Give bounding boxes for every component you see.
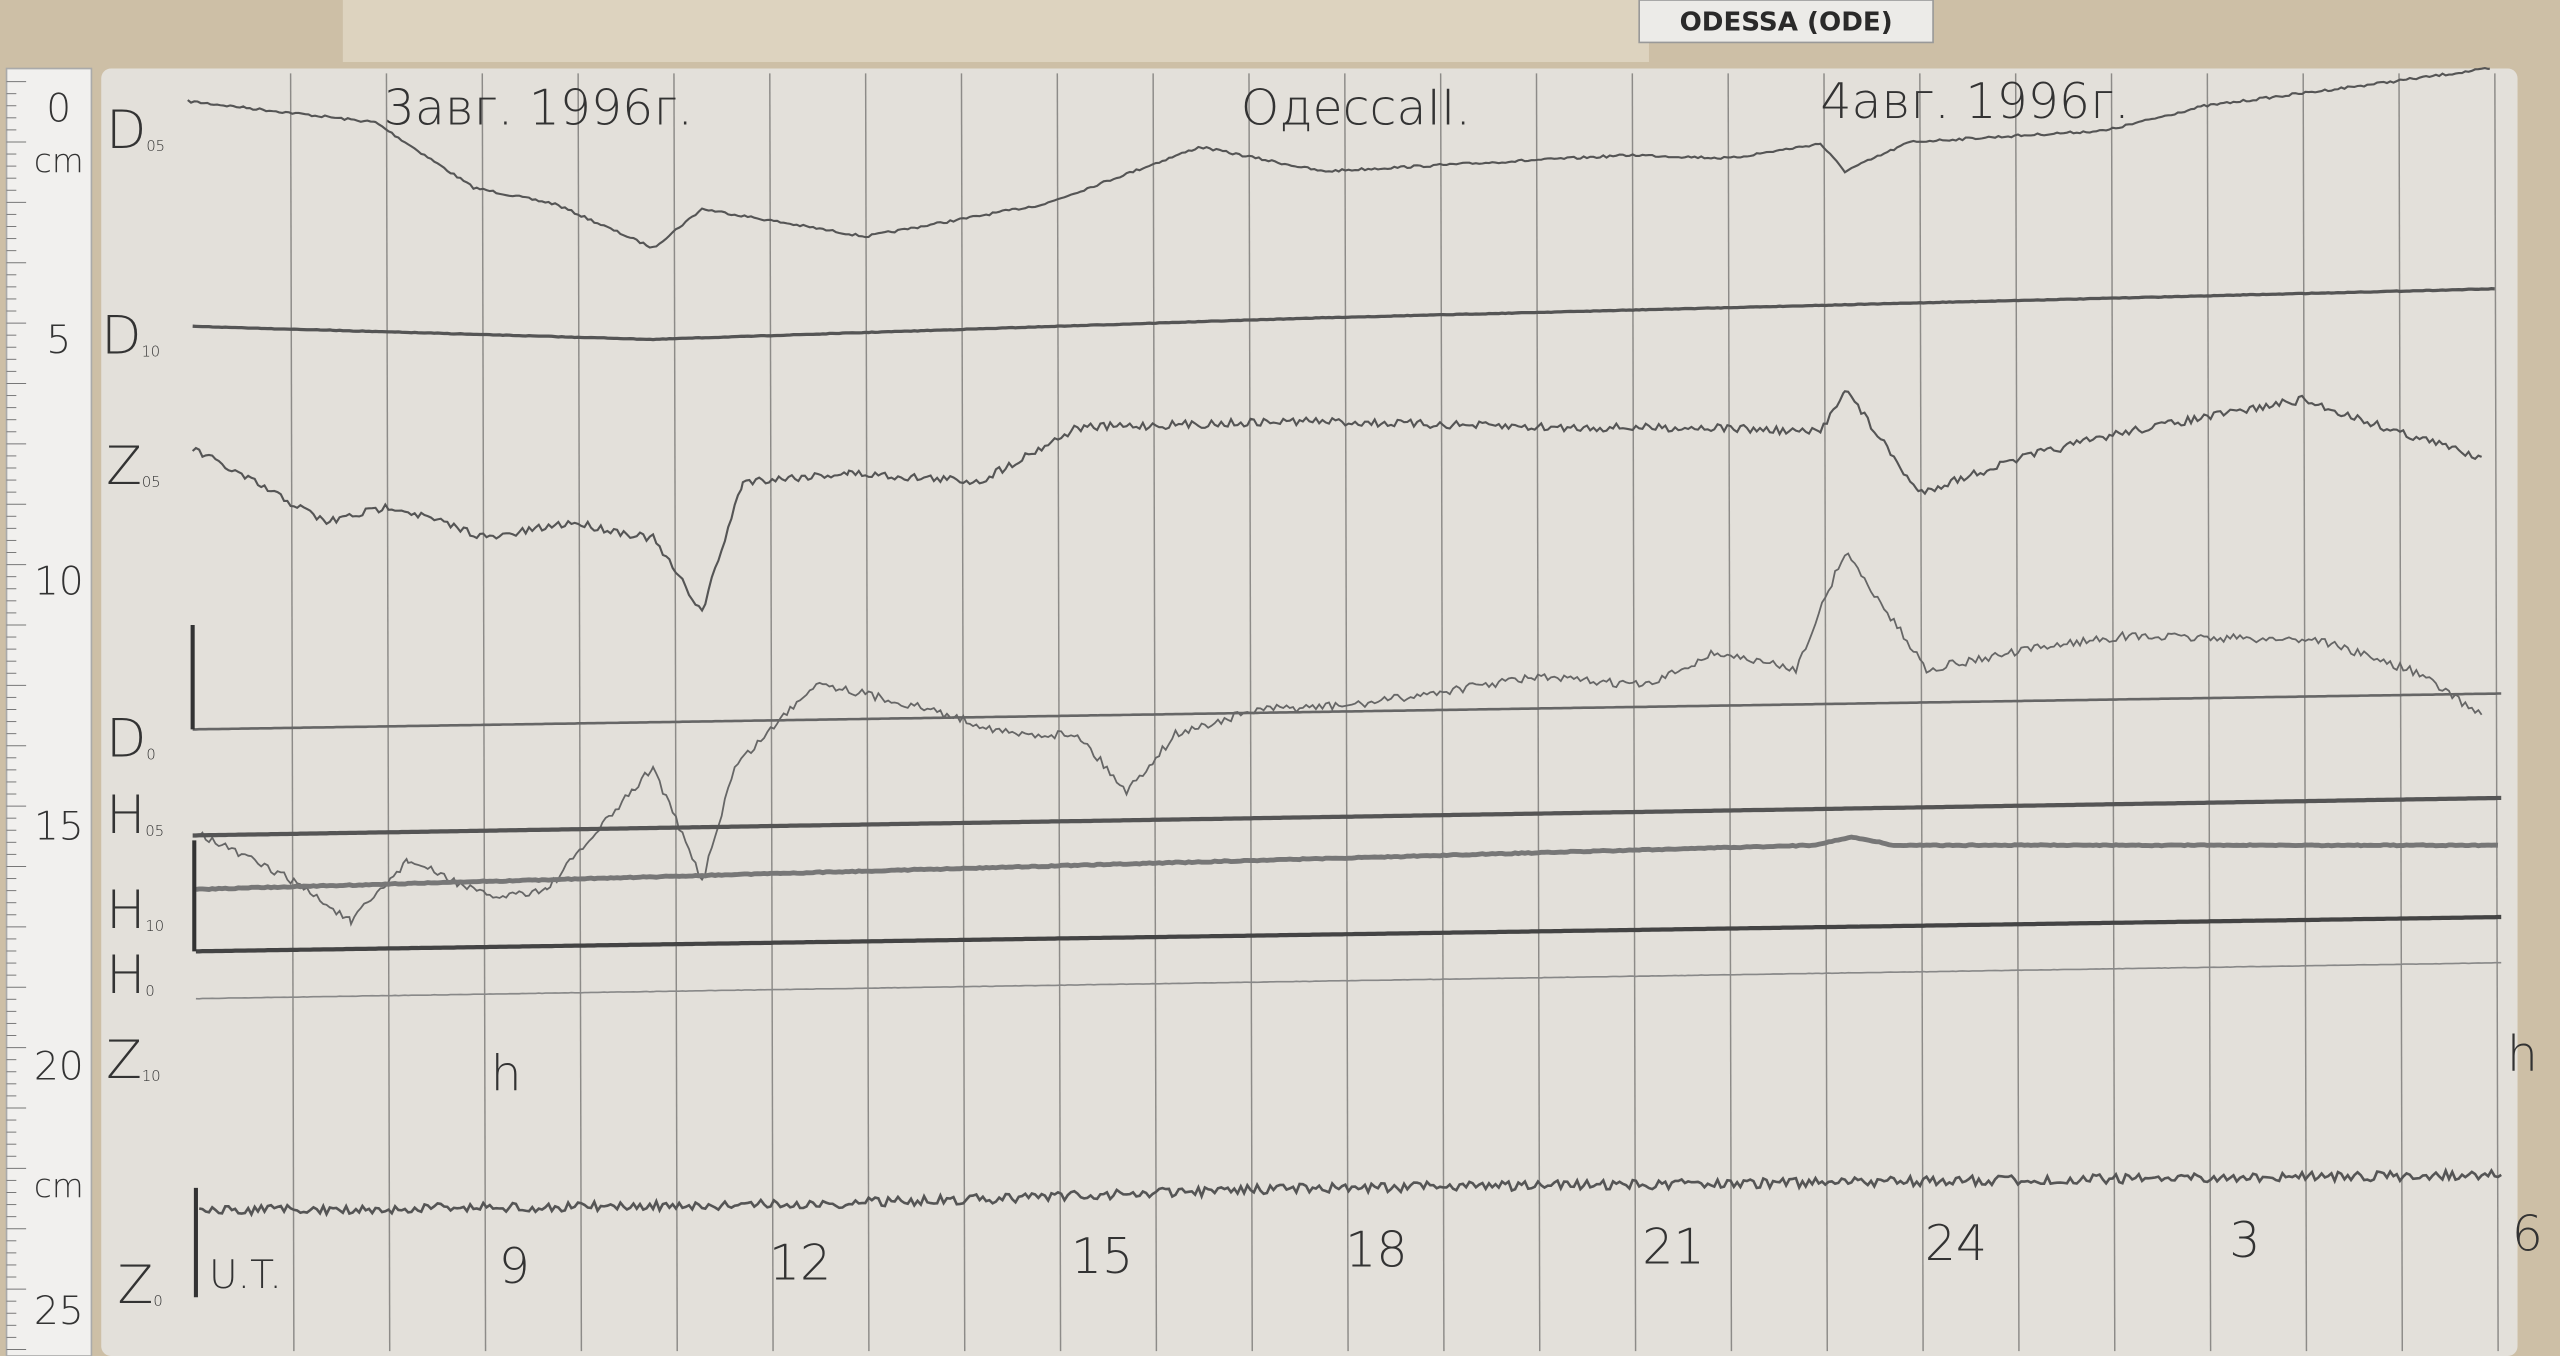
- trace-d05: [187, 66, 2491, 249]
- hour-line: [481, 73, 487, 1352]
- baseline-d: [192, 692, 2502, 731]
- trace-h05: [192, 795, 2502, 838]
- trace-label: D05: [106, 101, 165, 161]
- hour-line: [769, 73, 774, 1352]
- trace-label-letter: H: [106, 881, 145, 941]
- hour-line: [1056, 73, 1062, 1352]
- trace-d10: [192, 287, 2495, 342]
- station-name: OдессаII.: [1241, 79, 1471, 136]
- hour-line: [2302, 73, 2308, 1352]
- trace-label-letter: D: [101, 306, 141, 366]
- trace-label: Z0: [118, 1256, 163, 1316]
- trace-z10: [195, 961, 2502, 1000]
- time-label: 18: [1345, 1222, 1407, 1279]
- ruler-label: 5: [46, 318, 71, 363]
- trace-label-sub: 0: [145, 983, 154, 1000]
- trace-z0: [198, 1166, 2502, 1218]
- trace-label: D10: [101, 306, 160, 366]
- time-label: 9: [499, 1238, 530, 1295]
- trace-label-sub: 10: [141, 343, 160, 360]
- hour-mark: h: [491, 1045, 522, 1102]
- hour-line: [2110, 73, 2116, 1352]
- trace-label: Z10: [106, 1031, 160, 1091]
- station-plate: [1638, 0, 1934, 44]
- hour-line: [1823, 73, 1828, 1352]
- time-label: 12: [769, 1235, 831, 1292]
- hour-line: [2494, 73, 2499, 1352]
- ruler-label: cm: [34, 1167, 84, 1205]
- hour-line: [2398, 73, 2404, 1352]
- trace-label-sub: 10: [145, 918, 164, 935]
- time-label: 3: [2229, 1212, 2260, 1269]
- ruler-label: cm: [34, 142, 84, 180]
- ruler-label: 20: [34, 1044, 84, 1089]
- hour-line: [385, 73, 391, 1352]
- trace-label-sub: 0: [146, 747, 155, 764]
- trace-label-letter: D: [106, 101, 146, 161]
- hour-line: [960, 73, 966, 1352]
- trace-label-letter: Z: [106, 437, 142, 497]
- trace-z05: [191, 390, 2483, 613]
- trace-label-sub: 10: [142, 1068, 161, 1085]
- trace-label-sub: 05: [145, 823, 164, 840]
- trace-label: H0: [106, 946, 155, 1006]
- ruler-label: 15: [34, 804, 84, 849]
- hour-line: [1535, 73, 1541, 1352]
- trace-label-sub: 05: [146, 138, 165, 155]
- station-plate-text: ODESSA (ODE): [1680, 7, 1893, 37]
- hour-line: [1919, 73, 1924, 1352]
- ruler-label: 10: [34, 560, 84, 605]
- time-label: U.T.: [209, 1253, 282, 1298]
- frame-glare: [342, 0, 1649, 63]
- time-label: 24: [1925, 1215, 1987, 1272]
- traces: [187, 66, 2502, 1298]
- grid: [6, 73, 2499, 1352]
- trace-label: H05: [106, 786, 164, 846]
- trace-label-sub: 05: [142, 474, 161, 491]
- trace-label-letter: H: [106, 786, 145, 846]
- trace-label: D0: [106, 709, 156, 769]
- trace-label: H10: [106, 881, 164, 941]
- trace-label-letter: Z: [118, 1256, 154, 1316]
- trace-label-letter: H: [106, 946, 145, 1006]
- hour-line: [289, 73, 295, 1352]
- ruler: [5, 67, 93, 1356]
- left-date: 3авг. 1996г.: [384, 79, 693, 136]
- ruler-label: 25: [34, 1289, 84, 1334]
- hour-line: [1727, 73, 1733, 1352]
- hour-line: [577, 73, 583, 1352]
- time-label: 15: [1071, 1228, 1133, 1285]
- time-label: 6: [2512, 1205, 2543, 1262]
- hour-line: [1439, 73, 1445, 1352]
- time-label: 21: [1642, 1218, 1704, 1275]
- trace-label-sub: 0: [153, 1293, 162, 1310]
- trace-h0: [195, 914, 2502, 954]
- hour-line: [1152, 73, 1158, 1352]
- trace-h10: [195, 834, 2499, 892]
- hour-line: [673, 73, 678, 1352]
- texts: 3авг. 1996г. OдессаII. 4авг. 1996г. 0 cm 5…: [34, 73, 2543, 1334]
- ruler-label: 0: [46, 86, 71, 131]
- right-date: 4авг. 1996г.: [1820, 73, 2129, 130]
- hour-line: [2206, 73, 2212, 1352]
- hour-line: [1631, 73, 1637, 1352]
- trace-label-letter: D: [106, 709, 146, 769]
- trace-label: Z05: [106, 437, 160, 497]
- hour-mark: h: [2507, 1026, 2538, 1083]
- trace-d0: [195, 552, 2483, 927]
- hour-line: [864, 73, 870, 1352]
- trace-label-letter: Z: [106, 1031, 142, 1091]
- hour-line: [2014, 73, 2020, 1352]
